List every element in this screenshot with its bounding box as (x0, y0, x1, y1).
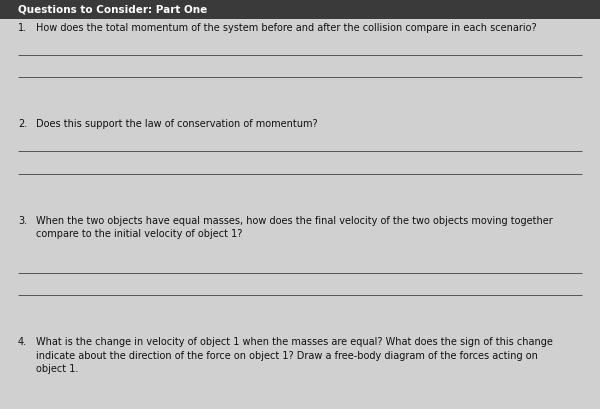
Text: 4.: 4. (18, 337, 27, 346)
Text: 1.: 1. (18, 23, 27, 33)
Text: How does the total momentum of the system before and after the collision compare: How does the total momentum of the syste… (36, 23, 536, 33)
Text: Does this support the law of conservation of momentum?: Does this support the law of conservatio… (36, 119, 317, 129)
Text: What is the change in velocity of object 1 when the masses are equal? What does : What is the change in velocity of object… (36, 337, 553, 373)
Text: 2.: 2. (18, 119, 27, 129)
Text: When the two objects have equal masses, how does the final velocity of the two o: When the two objects have equal masses, … (36, 215, 553, 238)
Text: 3.: 3. (18, 215, 27, 225)
Bar (0, 0, 600, 20)
Text: Questions to Consider: Part One: Questions to Consider: Part One (18, 5, 207, 15)
